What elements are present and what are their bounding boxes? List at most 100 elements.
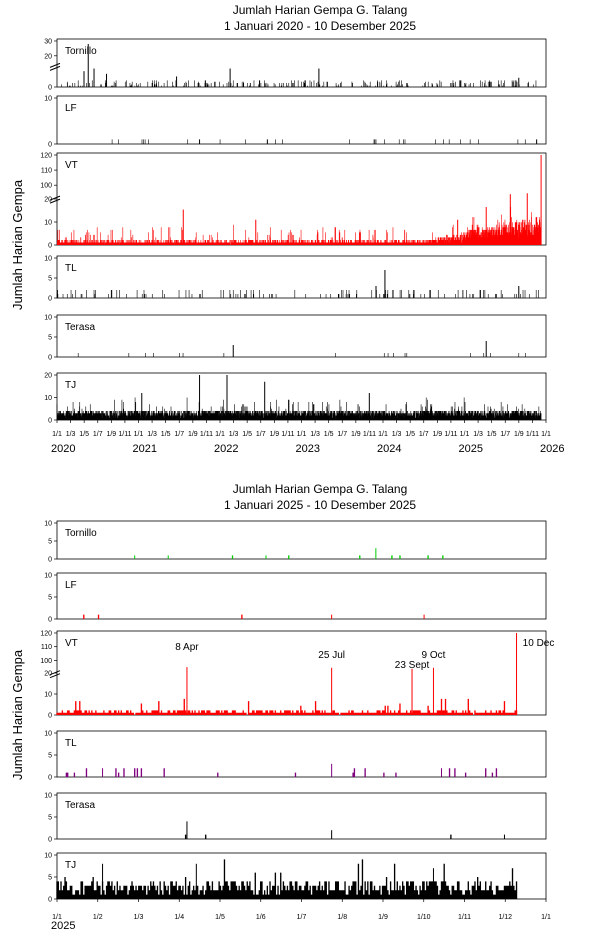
daily-bars (56, 859, 518, 899)
y-tick-label: 5 (48, 595, 52, 602)
daily-bars (65, 768, 498, 777)
x-tick-label: 1/9 (188, 431, 198, 438)
x-tick-label: 1/11 (458, 914, 471, 921)
x-tick-label: 1/7 (297, 914, 307, 921)
x-tick-label: 1/9 (106, 431, 116, 438)
daily-bars (56, 698, 518, 715)
y-tick-label: 10 (44, 853, 52, 860)
y-tick-label: 0 (48, 775, 52, 782)
panel-frame (56, 792, 547, 840)
x-tick-label: 1/7 (419, 431, 429, 438)
x-tick-label: 1/6 (256, 914, 266, 921)
x-tick-label: 1/1 (378, 431, 388, 438)
axis-break-mark (49, 195, 61, 201)
x-tick-label: 1/7 (256, 431, 266, 438)
x-tick-label: 1/3 (473, 431, 483, 438)
x-tick-label: 1/5 (79, 431, 89, 438)
x-tick-label: 1/12 (498, 914, 512, 921)
x-tick-label: 1/5 (324, 431, 334, 438)
x-tick-label: 1/5 (215, 914, 225, 921)
y-tick-label: 0 (48, 85, 52, 92)
y-tick-label: 5 (48, 815, 52, 822)
x-tick-label: 1/1 (134, 431, 144, 438)
panel-label: TJ (65, 860, 76, 871)
panel-frame (56, 38, 547, 88)
daily-bars (83, 614, 243, 619)
y-tick-label: 5 (48, 875, 52, 882)
x-tick-label: 1/9 (378, 914, 388, 921)
x-tick-label: 1/1 (460, 431, 470, 438)
bottom-chart-title: Jumlah Harian Gempa G. Talang 1 Januari … (160, 481, 480, 513)
y-tick-label: 20 (44, 197, 52, 204)
axis-break-mark (49, 65, 61, 71)
y-tick-label: 0 (48, 243, 52, 250)
y-tick-label: 10 (44, 692, 52, 699)
daily-bars (61, 80, 537, 87)
year-label: 2025 (459, 443, 483, 455)
panel-tj-bottom: TJ 0 5 10 (44, 853, 547, 904)
top-chart-title: Jumlah Harian Gempa G. Talang 1 Januari … (160, 2, 480, 34)
daily-bars (231, 555, 444, 559)
x-tick-label: 1/8 (337, 914, 347, 921)
year-label: 2025 (51, 920, 75, 932)
x-tick-label: 1/2 (93, 914, 103, 921)
x-tick-label: 1/5 (161, 431, 171, 438)
peak-annotation: 23 Sept (395, 660, 430, 671)
x-tick-label: 1/9 (269, 431, 279, 438)
y-tick-label: 5 (48, 539, 52, 546)
x-tick-label: 1/9 (514, 431, 524, 438)
peak-annotation: 10 Dec (523, 638, 555, 649)
y-tick-label: 20 (44, 671, 52, 678)
x-tick-label: 1/1 (541, 914, 551, 921)
axis-break-mark (49, 673, 61, 679)
x-tick-label: 1/10 (417, 914, 431, 921)
x-tick-label: 1/11 (281, 431, 294, 438)
y-tick-label: 0 (48, 837, 52, 844)
panel-label: Tornillo (65, 46, 97, 57)
y-tick-label: 10 (44, 573, 52, 580)
x-tick-label: 1/3 (66, 431, 76, 438)
y-tick-label: 100 (40, 183, 52, 190)
panel-frame (56, 255, 547, 299)
y-tick-label: 0 (48, 296, 52, 303)
x-tick-label: 1/9 (432, 431, 442, 438)
peak-annotation: 9 Oct (422, 650, 446, 661)
panel-label: Tornillo (65, 528, 97, 539)
x-tick-label: 1/1 (52, 431, 62, 438)
bottom-chart-title-line2: 1 Januari 2025 - 10 Desember 2025 (223, 498, 417, 512)
x-tick-label: 1/5 (405, 431, 415, 438)
y-tick-label: 0 (48, 557, 52, 564)
y-tick-label: 5 (48, 276, 52, 283)
x-tick-label: 1/3 (147, 431, 157, 438)
panel-frame (56, 95, 547, 145)
y-tick-label: 10 (44, 521, 52, 528)
daily-bars (184, 834, 452, 839)
x-tick-label: 1/1 (215, 431, 225, 438)
panel-label: TJ (65, 380, 76, 391)
y-tick-label: 100 (40, 658, 52, 665)
y-tick-label: 5 (48, 753, 52, 760)
y-tick-label: 120 (40, 153, 52, 160)
panel-tl-top: TL 0 5 10 (44, 255, 547, 303)
panel-vt-top: VT 0 10 20 100 110 120 (40, 153, 547, 250)
panel-tl-bottom: TL 0 5 10 (44, 731, 547, 782)
panel-label: TL (65, 738, 77, 749)
year-label: 2024 (377, 443, 401, 455)
panel-frame (56, 572, 547, 620)
panel-label: LF (65, 580, 77, 591)
panel-terasa-top: Terasa 0 5 10 (44, 315, 547, 362)
panel-tornillo-bottom: Tornillo 0 5 10 (44, 521, 547, 564)
y-tick-label: 0 (48, 142, 52, 149)
panel-tornillo-top: Tornillo 0 20 30 (44, 38, 547, 92)
y-tick-label: 0 (48, 897, 52, 904)
panel-label: TL (65, 263, 77, 274)
axis-break-mark (49, 198, 61, 204)
y-tick-label: 30 (44, 39, 52, 46)
panel-tj-top: TJ 0 10 20 (44, 373, 547, 425)
y-tick-label: 10 (44, 315, 52, 322)
x-tick-label: 1/11 (363, 431, 376, 438)
y-tick-label: 110 (41, 168, 52, 175)
year-label: 2020 (51, 443, 75, 455)
x-tick-label: 1/11 (444, 431, 457, 438)
